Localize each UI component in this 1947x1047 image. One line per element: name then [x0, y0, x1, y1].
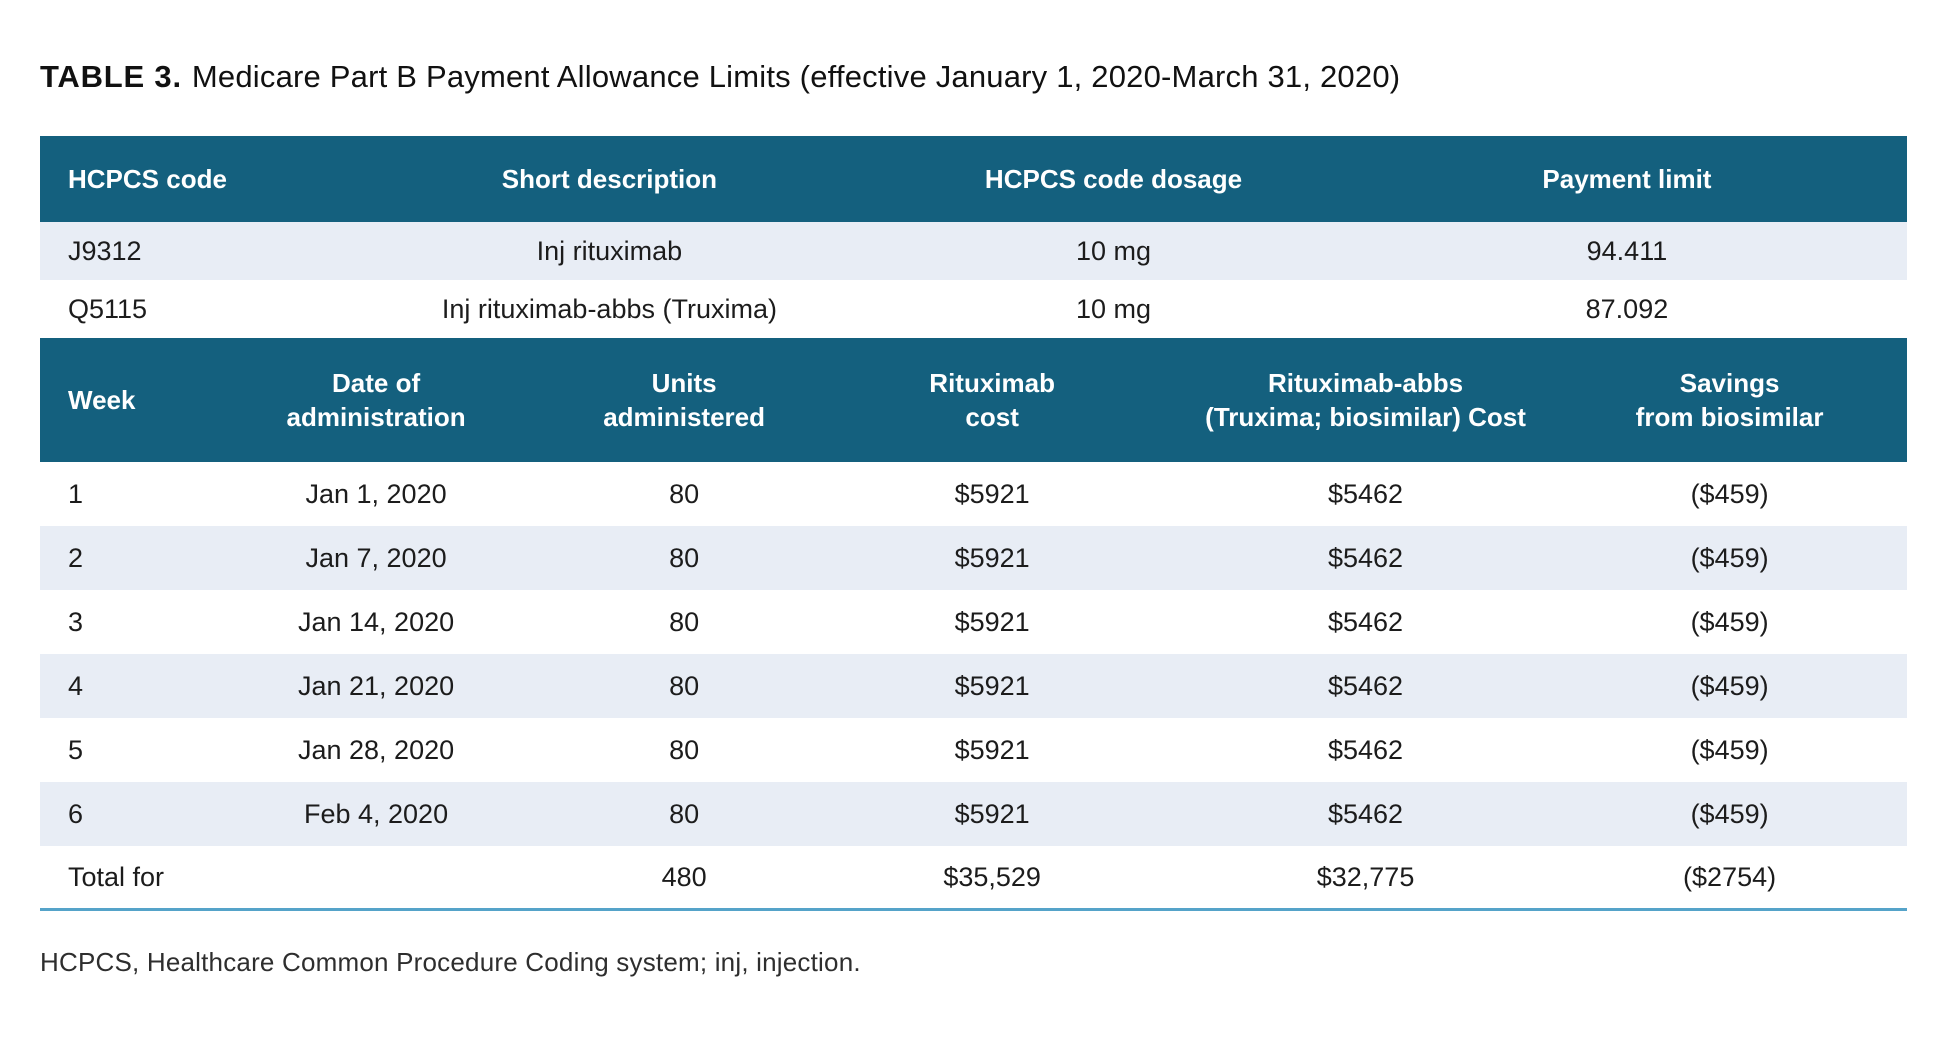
hcpcs-dosage-cell: 10 mg — [1075, 293, 1152, 324]
header-line: from biosimilar — [1635, 402, 1824, 432]
date-cell: Jan 14, 2020 — [297, 606, 455, 637]
week-cell: 2 — [68, 542, 84, 573]
hcpcs-col-header-payment-limit: Payment limit — [1542, 163, 1712, 194]
table-row: 5 Jan 28, 2020 80 $5921 $5462 ($459) — [40, 718, 1907, 782]
week-cell: 1 — [68, 478, 84, 509]
date-cell: Jan 7, 2020 — [305, 542, 447, 573]
schedule-col-header-week: Week — [68, 385, 136, 415]
rituximab-cost-cell: $5921 — [954, 606, 1030, 637]
biosimilar-cost-cell: $5462 — [1327, 670, 1404, 701]
rituximab-cost-cell: $5921 — [954, 478, 1030, 509]
header-line: administration — [286, 402, 466, 432]
rituximab-cost-cell: $5921 — [954, 542, 1030, 573]
biosimilar-cost-cell: $5462 — [1327, 798, 1404, 829]
header-line: cost — [965, 402, 1019, 432]
hcpcs-dosage-cell: 10 mg — [1075, 235, 1152, 266]
rituximab-cost-cell: $5921 — [954, 798, 1030, 829]
savings-cell: ($459) — [1690, 798, 1769, 829]
savings-cell: ($459) — [1690, 734, 1769, 765]
hcpcs-description-cell: Inj rituximab-abbs (Truxima) — [441, 293, 777, 324]
table-title: TABLE 3. Medicare Part B Payment Allowanc… — [40, 58, 1907, 96]
week-cell: 6 — [68, 798, 84, 829]
hcpcs-col-header-code: HCPCS code — [68, 163, 227, 194]
table-caption: Medicare Part B Payment Allowance Limits… — [191, 59, 1401, 94]
biosimilar-cost-cell: $5462 — [1327, 478, 1404, 509]
table-row: 2 Jan 7, 2020 80 $5921 $5462 ($459) — [40, 526, 1907, 590]
hcpcs-payment-limit-cell: 87.092 — [1585, 293, 1669, 324]
header-line: Units — [651, 368, 717, 398]
header-line: Date of — [331, 368, 421, 398]
schedule-table-header-row: Week Date of administration Units admini… — [40, 338, 1907, 462]
table-row: 3 Jan 14, 2020 80 $5921 $5462 ($459) — [40, 590, 1907, 654]
biosimilar-cost-cell: $5462 — [1327, 606, 1404, 637]
header-line: Savings — [1679, 368, 1780, 398]
table-row: J9312 Inj rituximab 10 mg 94.411 — [40, 222, 1907, 280]
week-cell: 4 — [68, 670, 84, 701]
units-cell: 80 — [669, 734, 700, 765]
units-cell: 80 — [669, 542, 700, 573]
total-savings-cell: ($2754) — [1683, 861, 1777, 892]
hcpcs-col-header-dosage: HCPCS code dosage — [984, 163, 1243, 194]
date-cell: Jan 28, 2020 — [297, 734, 455, 765]
units-cell: 80 — [669, 606, 700, 637]
schedule-col-header-rituximab-cost: Rituximab cost — [805, 366, 1178, 434]
table-number: TABLE 3. — [40, 59, 182, 94]
biosimilar-cost-cell: $5462 — [1327, 734, 1404, 765]
hcpcs-code-cell: Q5115 — [68, 293, 148, 324]
hcpcs-description-cell: Inj rituximab — [536, 235, 683, 266]
savings-cell: ($459) — [1690, 542, 1769, 573]
table-figure-page: TABLE 3. Medicare Part B Payment Allowanc… — [40, 58, 1907, 977]
schedule-col-header-biosimilar-cost: Rituximab-abbs (Truxima; biosimilar) Cos… — [1179, 366, 1552, 434]
header-line: Rituximab-abbs — [1268, 368, 1464, 398]
schedule-col-header-date: Date of administration — [189, 366, 562, 434]
week-cell: 5 — [68, 734, 84, 765]
rituximab-cost-cell: $5921 — [954, 670, 1030, 701]
table-row: 1 Jan 1, 2020 80 $5921 $5462 ($459) — [40, 462, 1907, 526]
hcpcs-code-cell: J9312 — [68, 235, 142, 266]
units-cell: 80 — [669, 798, 700, 829]
hcpcs-table-header-row: HCPCS code Short description HCPCS code … — [40, 136, 1907, 222]
savings-cell: ($459) — [1690, 670, 1769, 701]
date-cell: Feb 4, 2020 — [303, 798, 449, 829]
schedule-col-header-savings: Savings from biosimilar — [1552, 366, 1907, 434]
date-cell: Jan 21, 2020 — [297, 670, 455, 701]
savings-cell: ($459) — [1690, 478, 1769, 509]
header-line: Rituximab — [929, 368, 1055, 398]
total-rituximab-cost-cell: $35,529 — [943, 861, 1041, 892]
total-label: Total for — [68, 861, 165, 892]
total-row: Total for 480 $35,529 $32,775 ($2754) — [40, 846, 1907, 908]
schedule-col-header-units: Units administered — [563, 366, 806, 434]
footnote: HCPCS, Healthcare Common Procedure Codin… — [40, 947, 861, 977]
hcpcs-table: HCPCS code Short description HCPCS code … — [40, 136, 1907, 338]
biosimilar-cost-cell: $5462 — [1327, 542, 1404, 573]
schedule-table: Week Date of administration Units admini… — [40, 338, 1907, 908]
hcpcs-payment-limit-cell: 94.411 — [1586, 235, 1668, 266]
date-cell: Jan 1, 2020 — [305, 478, 447, 509]
table-row: Q5115 Inj rituximab-abbs (Truxima) 10 mg… — [40, 280, 1907, 338]
table-row: 6 Feb 4, 2020 80 $5921 $5462 ($459) — [40, 782, 1907, 846]
bottom-rule — [40, 908, 1907, 911]
rituximab-cost-cell: $5921 — [954, 734, 1030, 765]
units-cell: 80 — [669, 478, 700, 509]
hcpcs-col-header-description: Short description — [501, 163, 718, 194]
total-biosimilar-cost-cell: $32,775 — [1316, 861, 1415, 892]
savings-cell: ($459) — [1690, 606, 1769, 637]
total-units-cell: 480 — [661, 861, 707, 892]
header-line: (Truxima; biosimilar) Cost — [1205, 402, 1526, 432]
units-cell: 80 — [669, 670, 700, 701]
table-row: 4 Jan 21, 2020 80 $5921 $5462 ($459) — [40, 654, 1907, 718]
header-line: administered — [603, 402, 766, 432]
week-cell: 3 — [68, 606, 84, 637]
